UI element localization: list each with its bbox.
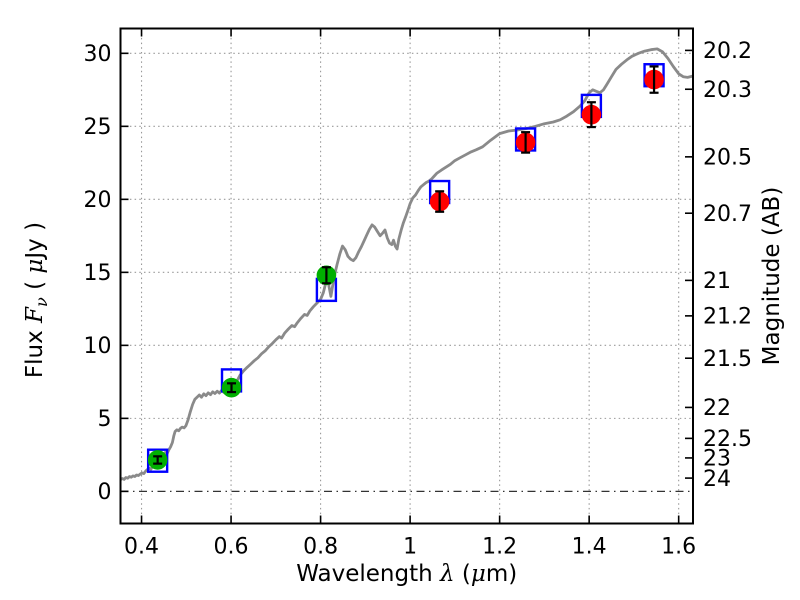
y-right-tick-label: 22.5	[703, 427, 752, 452]
observed-photometry-errorbar	[227, 382, 237, 394]
y-left-tick-label: 15	[84, 261, 112, 286]
x-tick-label: 1	[403, 535, 417, 560]
x-tick-label: 0.6	[214, 535, 249, 560]
y-right-tick-label: 20.7	[703, 202, 752, 227]
axes-frame	[119, 27, 694, 525]
y-left-tick-label: 25	[84, 115, 112, 140]
observed-photometry-errorbar	[321, 266, 331, 285]
gridlines	[120, 28, 693, 524]
y-right-tick-label: 20.3	[703, 78, 752, 103]
observed-photometry-errorbar	[521, 131, 531, 154]
y-left-tick-label: 20	[84, 188, 112, 213]
y-left-axis-label: Flux Fν​ ( μJy )	[22, 222, 51, 378]
y-left-tick-label: 10	[84, 334, 112, 359]
x-axis-label: Wavelength λ (μm)	[296, 561, 517, 587]
x-tick-label: 0.4	[124, 535, 159, 560]
y-right-tick-label: 21.5	[703, 347, 752, 372]
x-tick-label: 1.4	[572, 535, 607, 560]
observed-photometry-errorbar	[586, 101, 596, 129]
model-spectrum-line	[120, 47, 693, 482]
y-right-tick-label: 20.2	[703, 39, 752, 64]
y-right-tick-label: 24	[703, 467, 731, 492]
y-left-tick-label: 5	[98, 407, 112, 432]
x-tick-label: 0.8	[303, 535, 338, 560]
y-right-axis-label: Magnitude (AB)	[759, 187, 785, 366]
tick-marks	[120, 28, 693, 524]
x-tick-label: 1.6	[661, 535, 696, 560]
y-left-tick-label: 0	[98, 480, 112, 505]
y-right-tick-label: 20.5	[703, 146, 752, 171]
y-right-tick-label: 22	[703, 396, 731, 421]
observed-photometry-errorbar	[153, 455, 163, 465]
observed-photometry-errorbar	[649, 65, 659, 94]
observed-photometry-errorbar	[435, 190, 445, 213]
y-left-tick-label: 30	[84, 42, 112, 67]
y-right-tick-label: 21	[703, 269, 731, 294]
x-tick-label: 1.2	[482, 535, 517, 560]
y-right-tick-label: 21.2	[703, 305, 752, 330]
y-right-tick-label: 23	[703, 447, 731, 472]
